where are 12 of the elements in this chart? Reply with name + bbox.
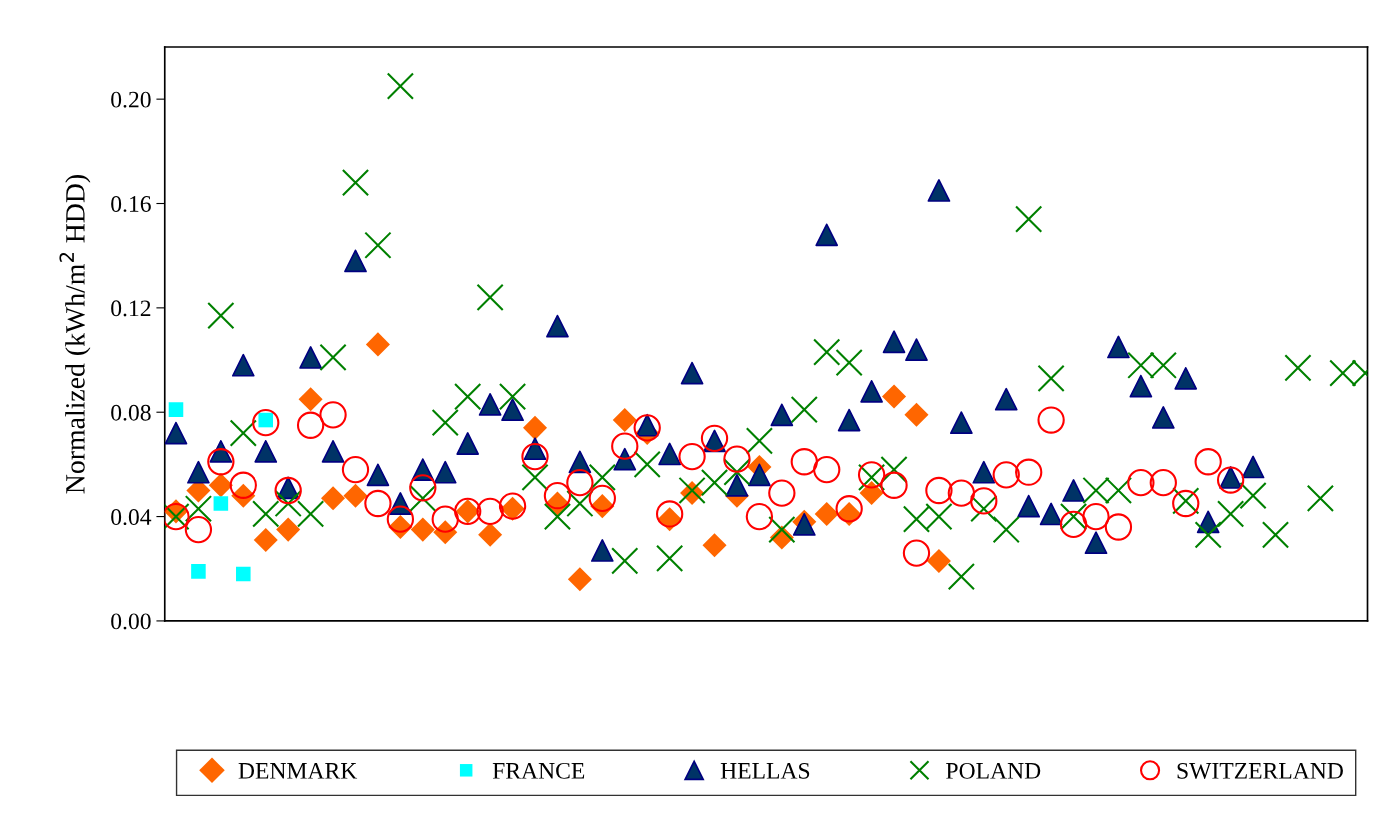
y-tick-label: 0.08 bbox=[111, 404, 151, 421]
y-axis-title: Normalized (kWh/m$^{2}$ HDD) bbox=[59, 175, 91, 494]
legend-label: FRANCE bbox=[492, 762, 585, 779]
legend-label: SWITZERLAND bbox=[1177, 762, 1343, 779]
y-tick-label: 0.20 bbox=[111, 91, 151, 108]
y-tick-label: 0.04 bbox=[111, 509, 152, 526]
y-tick-label: 0.00 bbox=[111, 613, 151, 630]
legend-label: DENMARK bbox=[238, 762, 358, 779]
legend-label: HELLAS bbox=[720, 762, 810, 779]
legend-label: POLAND bbox=[946, 762, 1041, 779]
y-tick-label: 0.16 bbox=[111, 196, 151, 213]
y-tick-label: 0.12 bbox=[111, 300, 151, 317]
